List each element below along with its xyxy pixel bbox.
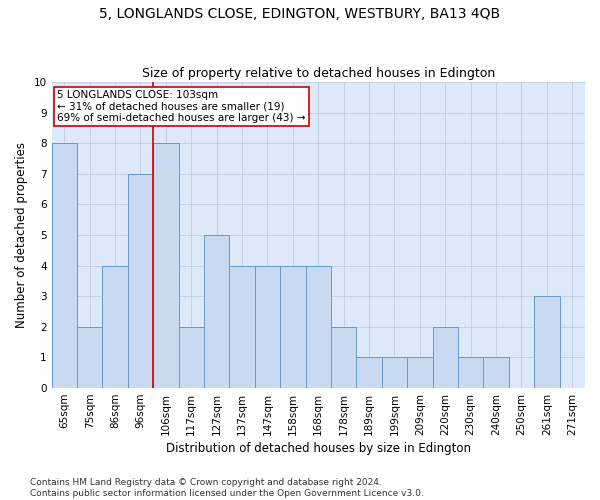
Bar bbox=[77, 327, 103, 388]
Bar bbox=[229, 266, 255, 388]
Bar bbox=[179, 327, 204, 388]
Bar bbox=[153, 144, 179, 388]
Bar bbox=[534, 296, 560, 388]
Title: Size of property relative to detached houses in Edington: Size of property relative to detached ho… bbox=[142, 66, 495, 80]
Bar bbox=[128, 174, 153, 388]
Bar bbox=[331, 327, 356, 388]
Bar bbox=[280, 266, 305, 388]
Bar bbox=[52, 144, 77, 388]
Bar bbox=[458, 358, 484, 388]
Bar bbox=[255, 266, 280, 388]
Bar bbox=[103, 266, 128, 388]
Bar bbox=[305, 266, 331, 388]
X-axis label: Distribution of detached houses by size in Edington: Distribution of detached houses by size … bbox=[166, 442, 471, 455]
Text: 5, LONGLANDS CLOSE, EDINGTON, WESTBURY, BA13 4QB: 5, LONGLANDS CLOSE, EDINGTON, WESTBURY, … bbox=[100, 8, 500, 22]
Bar bbox=[484, 358, 509, 388]
Bar bbox=[407, 358, 433, 388]
Y-axis label: Number of detached properties: Number of detached properties bbox=[15, 142, 28, 328]
Text: 5 LONGLANDS CLOSE: 103sqm
← 31% of detached houses are smaller (19)
69% of semi-: 5 LONGLANDS CLOSE: 103sqm ← 31% of detac… bbox=[57, 90, 305, 123]
Bar bbox=[204, 235, 229, 388]
Text: Contains HM Land Registry data © Crown copyright and database right 2024.
Contai: Contains HM Land Registry data © Crown c… bbox=[30, 478, 424, 498]
Bar bbox=[356, 358, 382, 388]
Bar bbox=[433, 327, 458, 388]
Bar bbox=[382, 358, 407, 388]
